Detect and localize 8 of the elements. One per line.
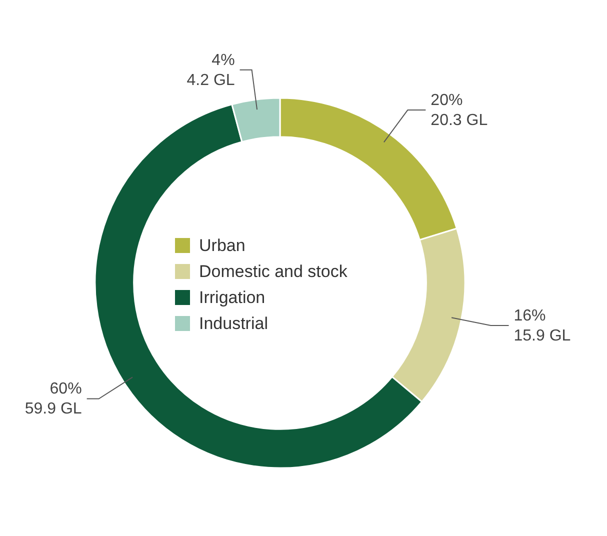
legend-label: Industrial xyxy=(199,314,268,333)
legend-label: Urban xyxy=(199,236,246,255)
data-label: 16% 15.9 GL xyxy=(514,307,571,344)
data-label: 60% 59.9 GL xyxy=(24,380,82,418)
data-label: 20% 20.3 GL xyxy=(430,92,488,130)
legend-label: Domestic and stock xyxy=(199,262,348,281)
data-label: 4% 4.2 GL xyxy=(186,52,235,89)
legend-label: Irrigation xyxy=(199,288,266,307)
